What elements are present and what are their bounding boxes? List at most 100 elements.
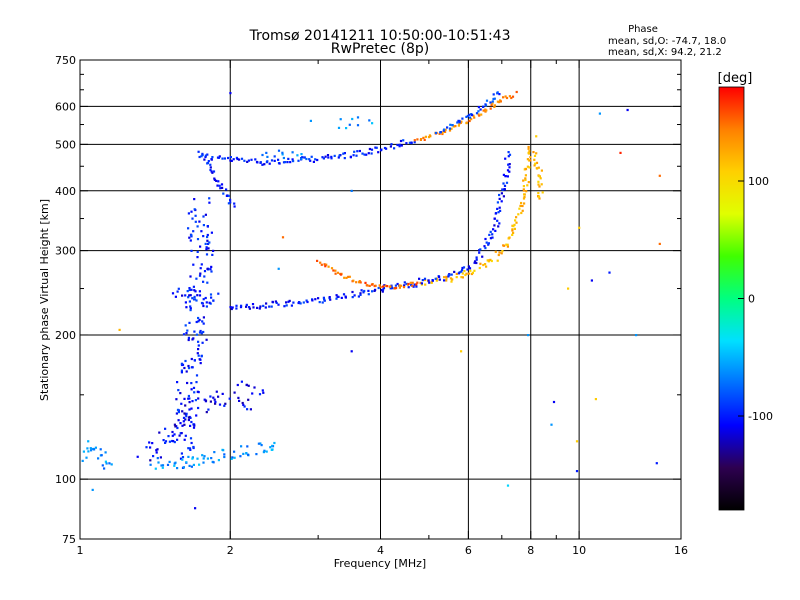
data-point: [209, 293, 213, 296]
data-point: [156, 457, 159, 460]
data-point: [85, 456, 88, 459]
data-point: [223, 455, 226, 459]
data-point: [256, 306, 259, 309]
data-point: [619, 151, 622, 154]
y-tick-label: 400: [55, 185, 76, 198]
data-point: [210, 231, 213, 234]
data-point: [192, 230, 195, 233]
data-point: [164, 427, 167, 430]
data-point: [184, 359, 187, 363]
data-point: [185, 306, 188, 309]
data-point: [329, 298, 332, 301]
data-point: [173, 433, 176, 436]
data-point: [185, 332, 188, 335]
data-point: [504, 157, 507, 160]
data-point: [575, 440, 579, 443]
data-point: [212, 170, 216, 173]
data-point: [446, 126, 449, 129]
data-point: [506, 169, 510, 172]
data-point: [526, 158, 529, 161]
data-point: [194, 290, 197, 293]
data-point: [524, 177, 527, 180]
data-point: [308, 158, 311, 161]
data-point: [198, 318, 201, 321]
data-point: [190, 465, 193, 468]
data-point: [173, 423, 176, 426]
data-point: [200, 263, 203, 266]
data-point: [352, 154, 355, 157]
data-point: [522, 197, 526, 200]
data-point: [351, 117, 354, 121]
data-point: [318, 301, 321, 304]
data-point: [316, 259, 319, 262]
data-point: [205, 301, 208, 304]
data-point: [428, 281, 431, 284]
data-point: [205, 411, 208, 414]
data-point: [422, 136, 425, 139]
data-point: [504, 175, 507, 178]
data-point: [498, 101, 501, 104]
data-point: [493, 217, 496, 220]
data-point: [149, 446, 152, 449]
data-points: [81, 90, 661, 510]
data-point: [149, 459, 152, 462]
data-point: [241, 401, 244, 405]
data-point: [492, 93, 495, 96]
data-point: [482, 109, 485, 112]
data-point: [179, 422, 182, 425]
data-point: [408, 141, 411, 144]
data-point: [522, 188, 525, 191]
data-point: [463, 270, 466, 273]
data-point: [455, 272, 458, 275]
data-point: [475, 112, 479, 115]
data-point: [508, 166, 511, 169]
data-point: [273, 155, 276, 158]
data-point: [204, 213, 207, 216]
data-point: [191, 217, 194, 220]
data-point: [190, 388, 193, 391]
data-point: [370, 152, 373, 155]
data-point: [306, 300, 309, 304]
data-point: [359, 293, 362, 296]
grid-lines: [80, 60, 681, 539]
y-tick-label: 500: [55, 138, 76, 151]
data-point: [265, 302, 268, 305]
data-point: [365, 284, 368, 287]
data-point: [201, 152, 204, 155]
data-point: [528, 150, 531, 153]
data-point: [353, 294, 356, 297]
data-point: [136, 455, 139, 458]
data-point: [364, 281, 367, 284]
data-point: [365, 153, 368, 156]
data-point: [309, 119, 312, 122]
data-point: [479, 108, 482, 111]
data-point: [245, 305, 248, 308]
data-point: [345, 276, 348, 279]
data-point: [443, 276, 446, 279]
data-point: [456, 121, 459, 124]
data-point: [187, 394, 190, 398]
data-point: [198, 274, 202, 277]
data-point: [186, 381, 189, 385]
data-point: [173, 464, 176, 467]
data-point: [490, 259, 493, 263]
data-point: [245, 452, 248, 455]
data-point: [362, 291, 365, 294]
data-point: [478, 251, 481, 254]
data-point: [94, 446, 97, 449]
data-point: [202, 316, 205, 319]
data-point: [229, 201, 232, 204]
data-point: [503, 188, 506, 191]
data-point: [575, 470, 579, 473]
data-point: [206, 457, 209, 460]
data-point: [197, 344, 200, 347]
data-point: [479, 248, 482, 251]
data-point: [594, 398, 597, 401]
data-point: [233, 450, 236, 453]
data-point: [498, 193, 501, 197]
data-point: [491, 236, 494, 239]
data-point: [217, 459, 220, 462]
data-point: [311, 299, 314, 302]
data-point: [484, 247, 487, 250]
